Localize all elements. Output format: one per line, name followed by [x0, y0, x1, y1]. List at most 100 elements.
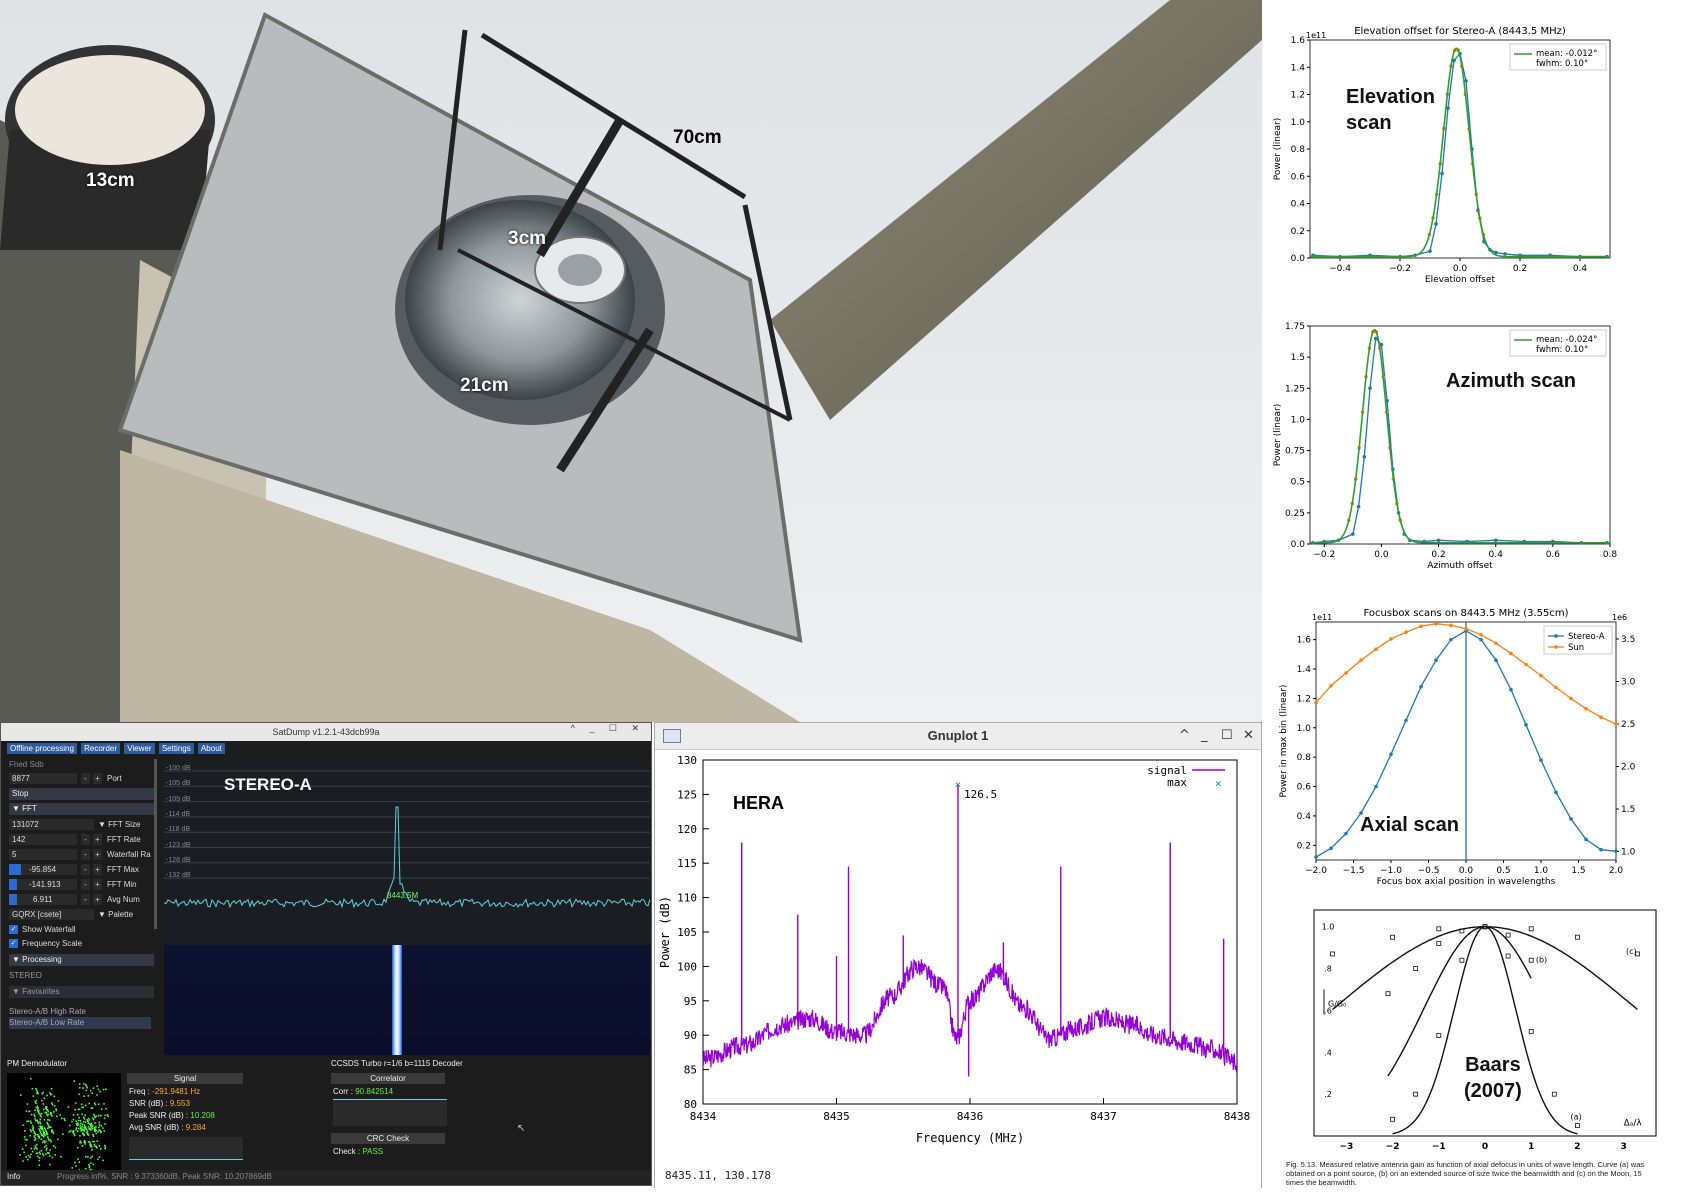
- hera-xtick-label: 8435: [823, 1110, 850, 1123]
- window-minimize-button[interactable]: _: [1201, 728, 1208, 743]
- constellation-point: [106, 1114, 109, 1116]
- processing-section-header[interactable]: ▼ Processing: [9, 954, 154, 966]
- menu-about[interactable]: About: [197, 743, 225, 754]
- avg-num-slider[interactable]: 6.911: [9, 894, 77, 905]
- fft-min-slider[interactable]: -141.913: [9, 879, 77, 890]
- ytick-label: 1.25: [1285, 384, 1305, 394]
- axial-series-point: [1449, 637, 1453, 642]
- constellation-point: [30, 1077, 32, 1080]
- menu-viewer[interactable]: Viewer: [124, 743, 155, 754]
- constellation-point: [94, 1129, 96, 1132]
- constellation-point: [35, 1147, 37, 1149]
- waterfall-rate-input[interactable]: 5: [9, 849, 77, 860]
- fft-min-minus[interactable]: -: [81, 879, 90, 890]
- fft-max-slider[interactable]: -95.854: [9, 864, 77, 875]
- constellation-point: [92, 1118, 95, 1121]
- constellation-point: [35, 1144, 38, 1146]
- constellation-point: [89, 1127, 91, 1130]
- port-plus[interactable]: +: [93, 773, 102, 784]
- menu-offline-processing[interactable]: Offline processing: [7, 743, 77, 754]
- axial-series-point: [1494, 658, 1498, 662]
- constellation-point: [67, 1106, 70, 1108]
- ytick-label: 0.6: [1291, 172, 1306, 182]
- azimuth-overlay-label: Azimuth scan: [1446, 370, 1577, 392]
- constellation-point: [88, 1165, 91, 1168]
- fft-section-header[interactable]: ▼ FFT: [9, 803, 154, 815]
- constellation-point: [103, 1144, 106, 1147]
- gnuplot-canvas[interactable]: 8434 8435 8436 8437 8438 80 85 90 95 100 105 110 115…: [655, 750, 1261, 1188]
- scan-data-point: [1493, 538, 1498, 543]
- constellation-point: [34, 1118, 36, 1120]
- baars-ytick-label: .6: [1324, 1006, 1332, 1015]
- ytick-label: 0.75: [1285, 447, 1305, 457]
- constellation-point: [96, 1085, 98, 1087]
- fft-plot[interactable]: [163, 759, 651, 943]
- show-waterfall-checkbox[interactable]: ✓ Show Waterfall: [9, 925, 76, 935]
- port-input[interactable]: 8877: [9, 773, 77, 784]
- fft-min-plus[interactable]: +: [93, 879, 102, 890]
- constellation-point: [28, 1110, 30, 1113]
- pipeline-item[interactable]: Stereo-A/B High Rate: [9, 1007, 86, 1016]
- fft-max-plus[interactable]: +: [93, 864, 102, 875]
- constellation-point: [51, 1102, 53, 1104]
- favourites-header[interactable]: ▼ Favourites: [9, 986, 154, 998]
- avg-num-plus[interactable]: +: [93, 894, 102, 905]
- window-close-button[interactable]: ✕: [1243, 728, 1254, 743]
- menu-settings[interactable]: Settings: [158, 743, 194, 754]
- fft-rate-input[interactable]: 142: [9, 834, 77, 845]
- window-collapse-button[interactable]: ^: [1179, 728, 1190, 743]
- constellation-point: [100, 1131, 102, 1133]
- constellation-point: [83, 1124, 86, 1126]
- constellation-point: [85, 1085, 88, 1087]
- fft-size-select[interactable]: 131072: [9, 819, 94, 830]
- constellation-point: [71, 1120, 73, 1123]
- constellation-point: [74, 1102, 77, 1104]
- fft-max-minus[interactable]: -: [81, 864, 90, 875]
- peak-snr-label: Peak SNR (dB) :: [129, 1111, 189, 1120]
- palette-select[interactable]: GQRX [csete]: [9, 909, 94, 920]
- axial-series-point: [1359, 658, 1363, 663]
- scan-data-point: [1434, 222, 1438, 226]
- port-minus[interactable]: -: [81, 773, 90, 784]
- constellation-point: [29, 1135, 31, 1137]
- scan-data-point: [1351, 532, 1355, 536]
- constellation-point: [83, 1134, 85, 1137]
- frequency-scale-checkbox[interactable]: ✓ Frequency Scale: [9, 939, 82, 949]
- sidebar-scrollbar[interactable]: [154, 759, 157, 929]
- constellation-point: [87, 1156, 89, 1158]
- constellation-point: [34, 1145, 37, 1147]
- axial-series-point: [1434, 621, 1438, 626]
- xtick-label: 0.5: [1496, 866, 1510, 876]
- satdump-window-controls[interactable]: ^ _ ☐ ✕: [570, 723, 645, 733]
- constellation-point: [82, 1106, 84, 1109]
- x-axis-label: Azimuth offset: [1427, 561, 1493, 571]
- constellation-point: [73, 1133, 75, 1135]
- constellation-point: [35, 1106, 38, 1109]
- stop-button[interactable]: Stop: [9, 788, 154, 800]
- baars-xlabel: Δₐ/λ: [1624, 1119, 1643, 1129]
- axial-series-point: [1344, 831, 1348, 836]
- pipeline-item[interactable]: Stereo-A/B Low Rate: [9, 1017, 151, 1029]
- constellation-point: [36, 1108, 39, 1110]
- constellation-point: [103, 1117, 106, 1120]
- ytick-label: 1.2: [1291, 91, 1305, 101]
- waterfall-rate-minus[interactable]: -: [81, 849, 90, 860]
- fft-rate-plus[interactable]: +: [93, 834, 102, 845]
- constellation-point: [47, 1110, 49, 1113]
- window-maximize-button[interactable]: ☐: [1221, 728, 1233, 743]
- constellation-point: [68, 1131, 70, 1133]
- scale-factor: 1e11: [1306, 31, 1326, 40]
- fft-rate-minus[interactable]: -: [81, 834, 90, 845]
- constellation-point: [39, 1153, 41, 1155]
- status-info-label: Info: [7, 1172, 21, 1181]
- constellation-point: [97, 1158, 99, 1161]
- waterfall-display[interactable]: [164, 945, 650, 1055]
- peak-snr-value: 10.208: [190, 1111, 215, 1120]
- avg-num-minus[interactable]: -: [81, 894, 90, 905]
- menu-recorder[interactable]: Recorder: [81, 743, 121, 754]
- constellation-point: [46, 1133, 49, 1136]
- baars-xtick-label: 3: [1621, 1142, 1627, 1152]
- constellation-point: [89, 1144, 91, 1146]
- waterfall-rate-plus[interactable]: +: [93, 849, 102, 860]
- constellation-point: [43, 1127, 46, 1129]
